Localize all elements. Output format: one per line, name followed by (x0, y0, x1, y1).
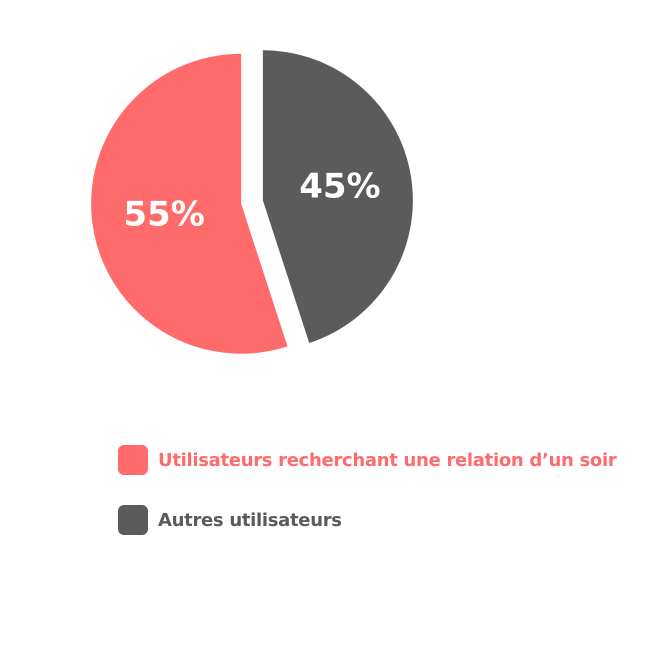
pie-slice-label-55: 55% (123, 194, 204, 234)
legend-item-relation-d-un-soir: Utilisateurs recherchant une relation d’… (118, 444, 617, 476)
legend-swatch-relation-d-un-soir (118, 445, 148, 475)
legend-swatch-autres-utilisateurs (118, 505, 148, 535)
pie-slice-autres-utilisateurs (262, 50, 413, 343)
legend-label-relation-d-un-soir: Utilisateurs recherchant une relation d’… (158, 449, 617, 471)
legend-label-autres-utilisateurs: Autres utilisateurs (158, 509, 342, 531)
pie-slice-label-45: 45% (299, 167, 380, 207)
pie-slice-relation-d-un-soir (91, 53, 288, 354)
legend-item-autres-utilisateurs: Autres utilisateurs (118, 504, 616, 536)
chart-legend: Utilisateurs recherchant une relation d’… (118, 444, 617, 564)
